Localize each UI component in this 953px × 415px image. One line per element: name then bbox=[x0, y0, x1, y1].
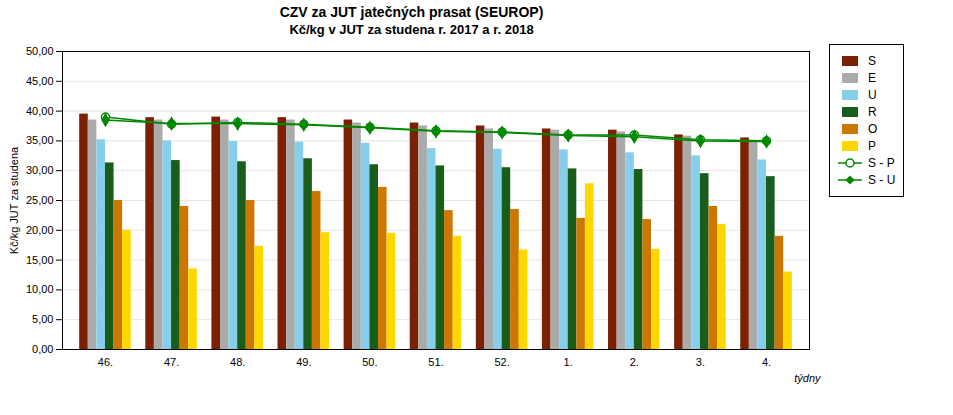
html-text:U: U bbox=[868, 88, 877, 102]
html-text:O: O bbox=[868, 122, 878, 136]
html-text:R: R bbox=[868, 105, 877, 119]
svg-text:3.: 3. bbox=[696, 356, 705, 368]
svg-text:49.: 49. bbox=[296, 356, 311, 368]
svg-text:25,00: 25,00 bbox=[26, 194, 54, 206]
html-text:S - P: S - P bbox=[868, 156, 895, 170]
svg-text:52.: 52. bbox=[494, 356, 509, 368]
html-text:P: P bbox=[868, 139, 876, 153]
svg-text:46.: 46. bbox=[98, 356, 113, 368]
svg-text:50,00: 50,00 bbox=[26, 45, 54, 57]
html-text:Kč/kg v JUT za studena r. 2017: Kč/kg v JUT za studena r. 2017 a r. 2018 bbox=[289, 22, 534, 37]
svg-text:2.: 2. bbox=[630, 356, 639, 368]
svg-text:20,00: 20,00 bbox=[26, 224, 54, 236]
html-text:E: E bbox=[868, 71, 876, 85]
svg-text:15,00: 15,00 bbox=[26, 254, 54, 266]
svg-text:48.: 48. bbox=[230, 356, 245, 368]
svg-text:30,00: 30,00 bbox=[26, 164, 54, 176]
svg-text:45,00: 45,00 bbox=[26, 75, 54, 87]
svg-text:10,00: 10,00 bbox=[26, 283, 54, 295]
svg-text:0,00: 0,00 bbox=[32, 343, 53, 355]
svg-text:1.: 1. bbox=[564, 356, 573, 368]
svg-text:Kč/kg JUT za studena: Kč/kg JUT za studena bbox=[8, 146, 20, 254]
html-text:CZV za JUT jatečných prasat (S: CZV za JUT jatečných prasat (SEUROP) bbox=[279, 4, 544, 20]
html-text:S: S bbox=[868, 54, 876, 68]
svg-text:týdny: týdny bbox=[794, 372, 822, 384]
svg-text:50.: 50. bbox=[362, 356, 377, 368]
svg-text:47.: 47. bbox=[164, 356, 179, 368]
svg-text:51.: 51. bbox=[428, 356, 443, 368]
html-text:S - U: S - U bbox=[868, 173, 896, 187]
svg-text:4.: 4. bbox=[762, 356, 771, 368]
svg-text:35,00: 35,00 bbox=[26, 134, 54, 146]
svg-text:5,00: 5,00 bbox=[32, 313, 53, 325]
svg-text:40,00: 40,00 bbox=[26, 105, 54, 117]
